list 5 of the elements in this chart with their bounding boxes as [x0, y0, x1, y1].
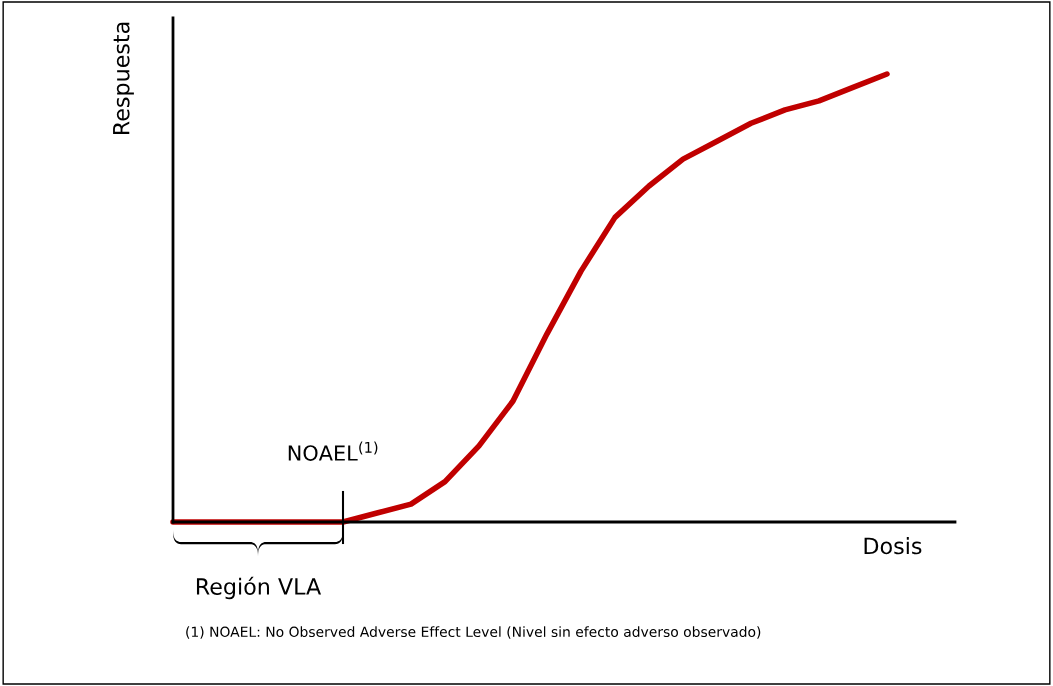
y-axis-title: Respuesta: [113, 22, 134, 135]
x-axis-title: Dosis: [864, 537, 922, 555]
text: (1) NOAEL: No Observed Adverse Effect Level (Nivel sin efecto adverso observado): [186, 626, 761, 639]
text: Región VLA: [196, 576, 322, 600]
annotation: NOAEL$^{(1)}$: [288, 441, 378, 461]
